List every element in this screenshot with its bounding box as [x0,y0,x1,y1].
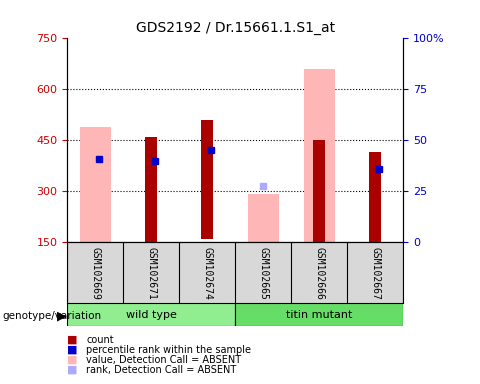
Text: GSM102671: GSM102671 [146,247,156,300]
Bar [145,137,157,242]
Bar [67,303,235,326]
Text: genotype/variation: genotype/variation [2,311,102,321]
Text: rank, Detection Call = ABSENT: rank, Detection Call = ABSENT [86,365,237,375]
Text: ▶: ▶ [57,309,66,322]
Text: GSM102665: GSM102665 [258,247,268,300]
Text: GSM102674: GSM102674 [202,247,212,300]
Text: ■: ■ [67,345,78,355]
Text: count: count [86,335,114,345]
Bar [235,303,403,326]
Text: value, Detection Call = ABSENT: value, Detection Call = ABSENT [86,355,241,365]
Text: wild type: wild type [126,310,177,320]
Bar [80,127,110,242]
Text: percentile rank within the sample: percentile rank within the sample [86,345,252,355]
Title: GDS2192 / Dr.15661.1.S1_at: GDS2192 / Dr.15661.1.S1_at [136,21,335,35]
Bar [248,194,278,242]
Text: ■: ■ [67,355,78,365]
Bar [369,152,381,242]
Bar [313,140,325,242]
Text: GSM102667: GSM102667 [370,247,380,300]
Text: ■: ■ [67,335,78,345]
Text: GSM102666: GSM102666 [314,247,324,300]
Text: GSM102669: GSM102669 [90,247,100,300]
Text: titin mutant: titin mutant [286,310,352,320]
Bar [201,120,213,238]
Text: ■: ■ [67,365,78,375]
Bar [304,69,335,242]
